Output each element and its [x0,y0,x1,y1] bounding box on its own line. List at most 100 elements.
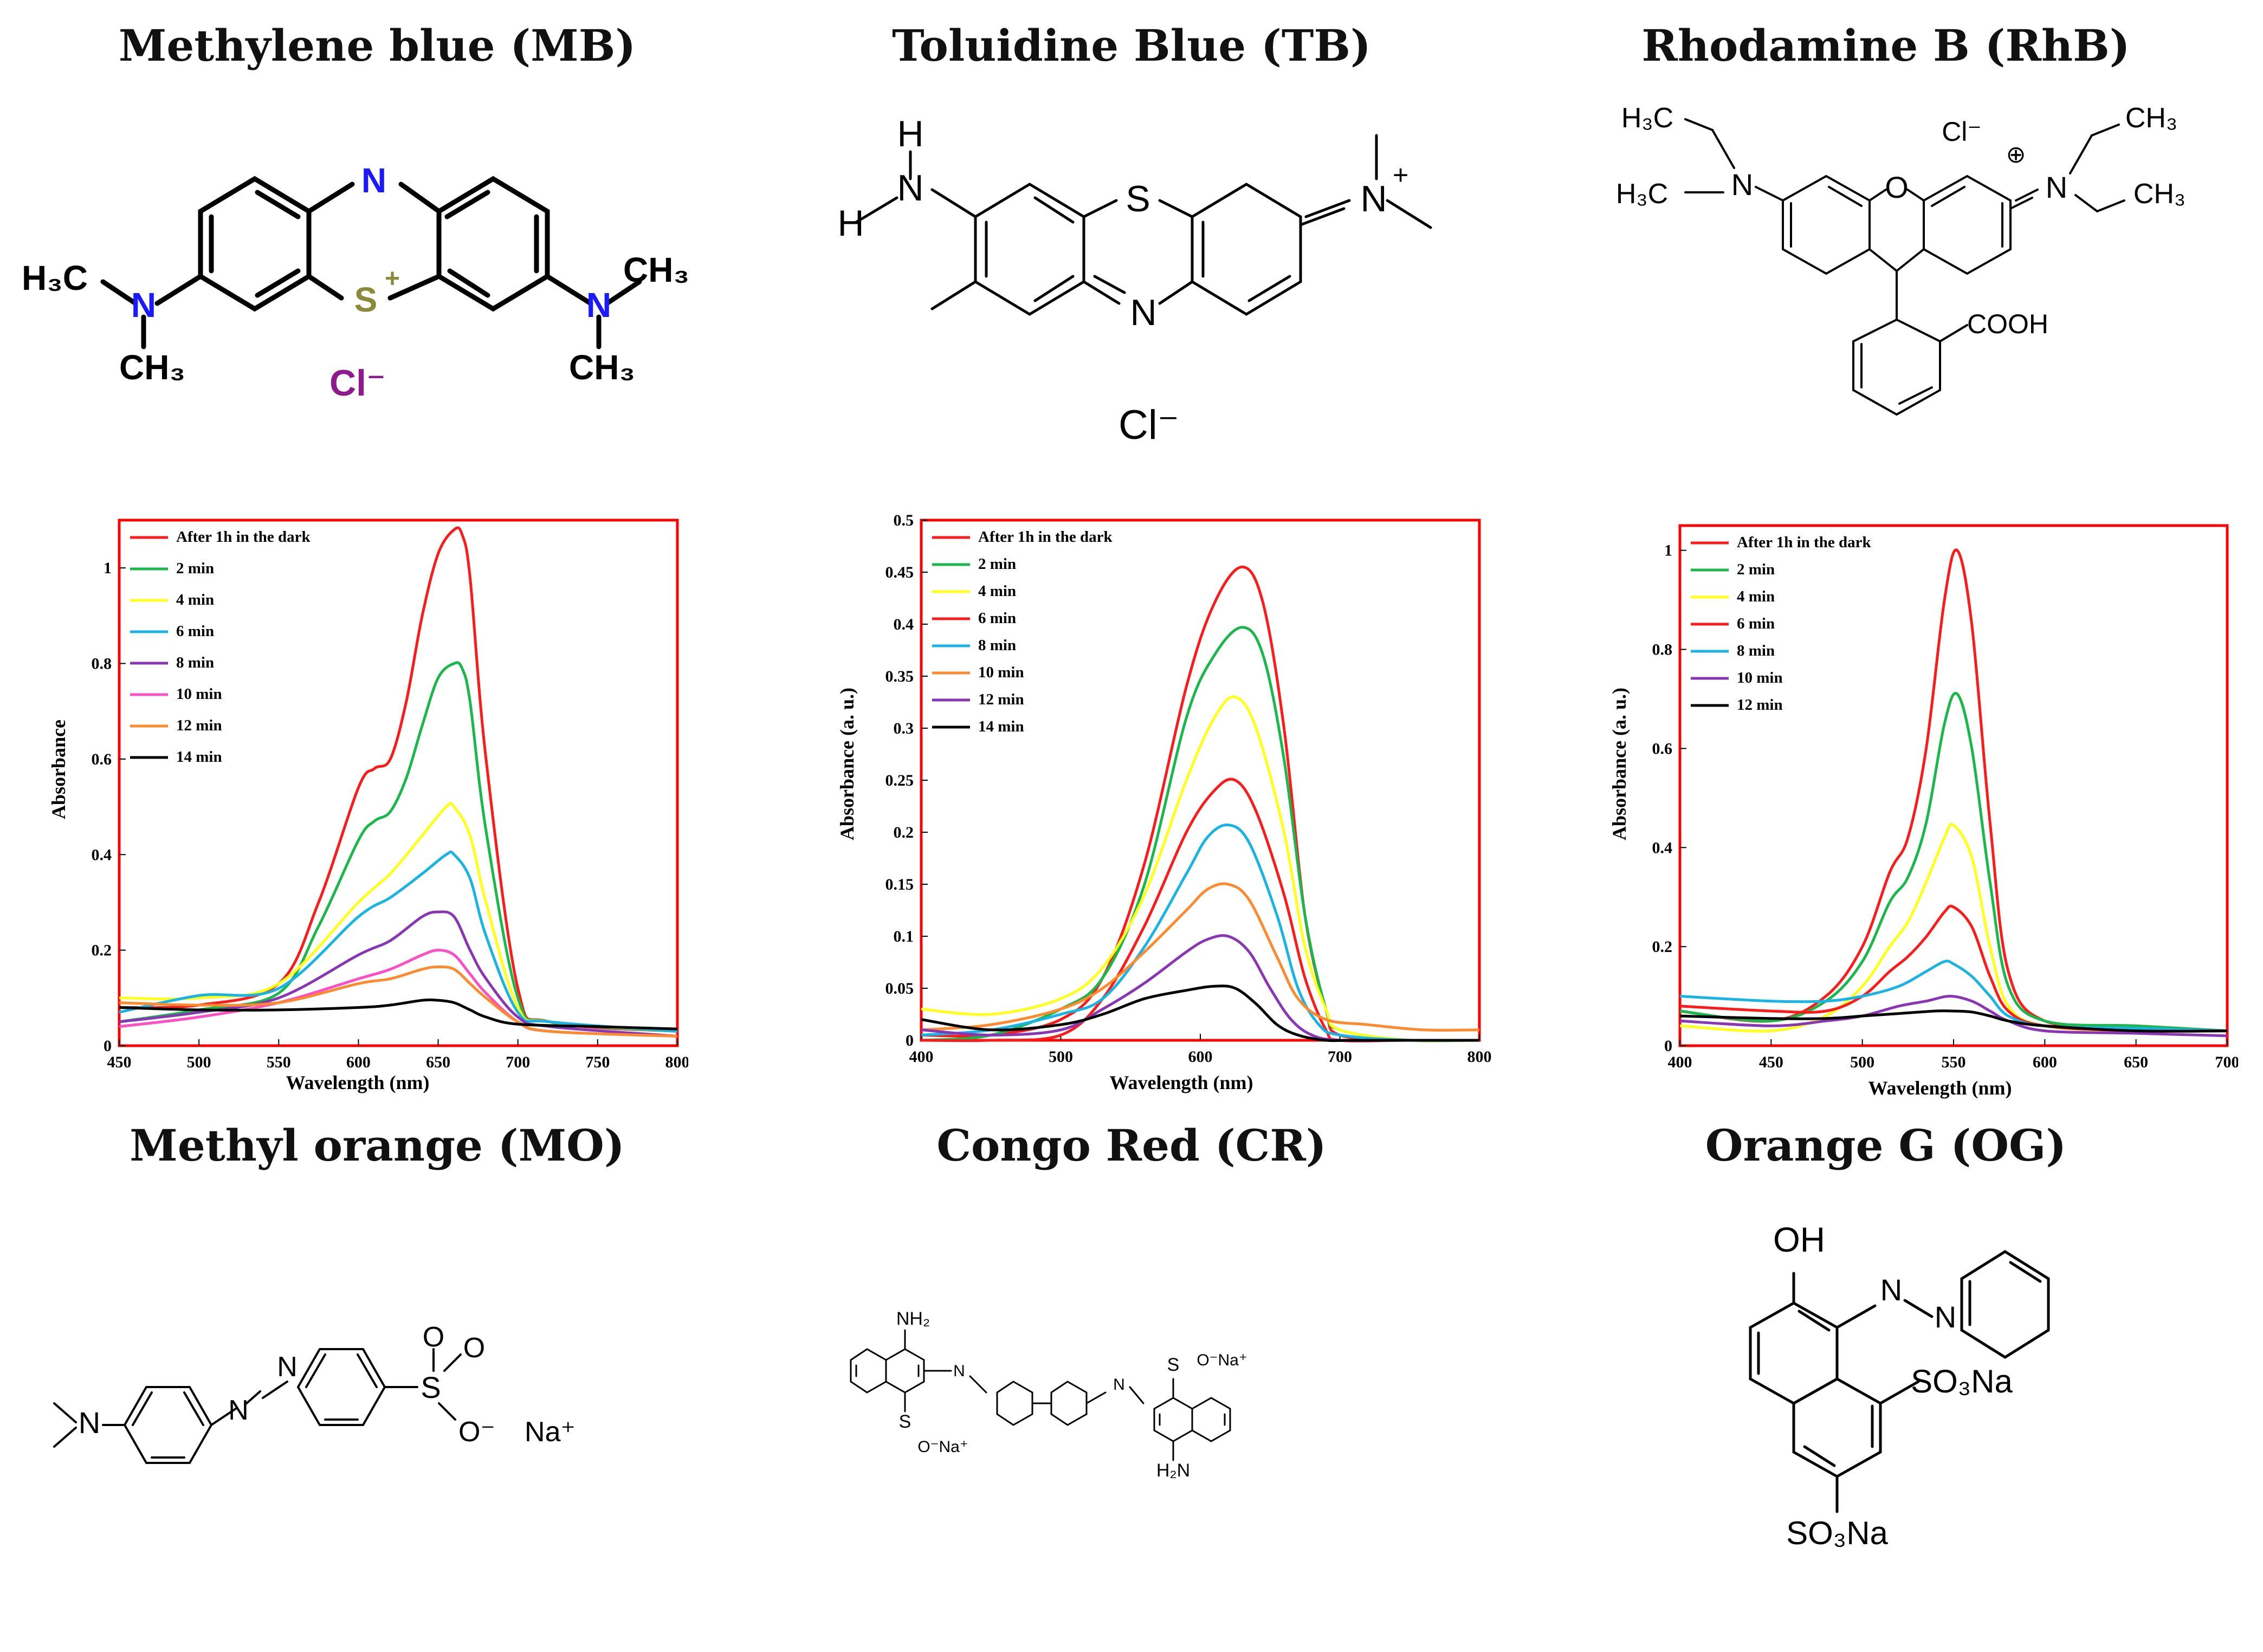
mb-legend-label-0: After 1h in the dark [176,528,311,546]
og-azo-n1: N [1880,1273,1902,1307]
structure-orange-g: OH N N SO₃Na SO₃Na [1749,1220,2050,1551]
rhb-x-tick-label: 500 [1850,1053,1874,1071]
mo-azo-n1: N [228,1395,249,1426]
title-rhodamine-b: Rhodamine B (RhB) [1641,20,2130,71]
title-congo-red: Congo Red (CR) [936,1120,1327,1171]
rhb-x-tick-label: 550 [1942,1053,1966,1071]
rhb-y-tick-label: 0.4 [1652,839,1673,857]
chart-methylene-blue-spectra: Wavelength (nm) Absorbance 450 500 550 600 6… [48,519,689,1093]
og-so3na-2: SO₃Na [1786,1515,1888,1551]
rhb-legend-label-6: 12 min [1737,696,1783,714]
mb-y-tick-label: 0.4 [92,846,112,864]
rhb-series-line-5 [1679,995,2228,1038]
mb-series-line-3 [119,850,678,1033]
tb-x-tick-label: 800 [1467,1048,1492,1066]
mb-y-tick-label: 0.2 [92,942,112,960]
mo-oxygen-1: O [423,1321,444,1353]
mb-x-tick-label: 650 [426,1053,450,1071]
mb-ch3-right-top: CH₃ [623,250,689,289]
rhb-plus: ⊕ [2006,141,2026,168]
tb-plus: + [1393,160,1408,190]
structure-toluidine-blue: S N N + H H N Cl⁻ [837,113,1432,448]
tb-x-tick-label: 400 [909,1048,934,1066]
tb-legend-label-7: 14 min [978,718,1024,735]
mb-series-line-2 [119,802,678,1033]
rhb-series-line-0 [1679,548,2228,1033]
tb-amine-n: N [897,167,923,209]
tb-legend-label-5: 10 min [978,664,1024,681]
rhb-y-axis-title: Absorbance (a. u.) [1608,688,1630,840]
mb-y-tick-label: 1 [104,559,112,577]
mb-y-tick-label: 0 [104,1037,112,1055]
mb-amine-n-right: N [586,286,611,325]
rhb-series-line-3 [1679,904,2228,1033]
rhb-legend-label-2: 4 min [1737,588,1775,605]
mb-legend-label-3: 6 min [176,623,214,640]
tb-x-tick-label: 500 [1049,1048,1073,1066]
mb-x-axis-title: Wavelength (nm) [286,1072,430,1093]
mb-x-tick-label: 700 [506,1053,530,1071]
rhb-n-right: N [2046,170,2067,204]
mb-series-line-5 [119,949,678,1038]
tb-ring-s: S [1126,178,1150,219]
tb-amine-h-left: H [837,203,864,244]
mo-amine-n: N [79,1405,100,1440]
mb-x-tick-label: 750 [585,1053,610,1071]
mb-y-tick-label: 0.6 [92,750,112,768]
tb-y-tick-label: 0.4 [894,616,914,633]
rhb-x-tick-label: 400 [1668,1053,1692,1071]
tb-y-tick-label: 0.5 [894,511,914,529]
title-toluidine-blue: Toluidine Blue (TB) [892,20,1371,71]
mo-sulfur: S [421,1370,441,1404]
mo-azo-n2: N [277,1351,298,1383]
mb-amine-n-left: N [131,286,156,325]
rhb-y-tick-label: 0.6 [1652,740,1673,757]
rhb-series-line-1 [1679,691,2228,1033]
mb-ch3-right-bottom: CH₃ [569,348,635,387]
rhb-cooh: COOH [1967,309,2048,339]
tb-y-tick-label: 0.25 [885,772,914,789]
rhb-x-tick-label: 650 [2124,1053,2148,1071]
mb-counter-ion: Cl⁻ [329,362,386,404]
tb-y-tick-label: 0.05 [885,980,914,997]
mb-plot-frame [118,519,679,1047]
tb-series-line-2 [921,695,1480,1042]
cr-azo-n-right: N [1113,1376,1125,1394]
mb-legend-label-2: 4 min [176,591,214,608]
rhb-y-tick-label: 1 [1664,542,1672,560]
mb-ch3-left: CH₃ [119,348,185,387]
structure-methyl-orange: N N N S O O O⁻ Na⁺ [53,1321,576,1464]
mb-legend-label-6: 12 min [176,717,222,734]
rhb-chloride: Cl⁻ [1942,116,1982,147]
title-methyl-orange: Methyl orange (MO) [130,1120,625,1171]
tb-y-tick-label: 0.3 [894,720,914,737]
mb-y-tick-label: 0.8 [92,655,112,673]
tb-legend-label-1: 2 min [978,555,1016,573]
rhb-ch3-top: CH₃ [2125,102,2177,134]
rhb-x-tick-label: 700 [2215,1053,2239,1071]
tb-y-tick-label: 0.2 [894,824,914,841]
mb-x-tick-label: 450 [107,1053,132,1071]
mb-y-axis-title: Absorbance [48,720,69,819]
structure-rhodamine-b: O H₃C H₃C N N ⊕ Cl⁻ CH₃ CH₃ COOH [1616,102,2186,416]
rhb-legend-label-0: After 1h in the dark [1737,534,1871,551]
og-so3na-1: SO₃Na [1911,1363,2013,1400]
mb-legend-label-4: 8 min [176,654,214,671]
tb-series-line-3 [921,778,1479,1042]
rhb-y-tick-label: 0.8 [1652,641,1673,659]
og-azo-n2: N [1935,1300,1956,1334]
tb-series-line-1 [921,626,1480,1042]
rhb-legend-label-4: 8 min [1737,642,1775,659]
tb-legend-label-4: 8 min [978,637,1016,654]
cr-nh2-bottom: H₂N [1156,1460,1190,1481]
mb-h3c-left: H₃C [22,258,88,297]
rhb-y-tick-label: 0 [1664,1037,1672,1055]
cr-azo-n-left: N [953,1362,965,1380]
rhb-ch3-right: CH₃ [2133,178,2186,210]
mb-x-tick-label: 800 [665,1053,689,1071]
tb-y-tick-label: 0.35 [885,668,914,685]
rhb-h3c-top: H₃C [1621,102,1673,134]
cr-sulfur-right: S [1167,1355,1180,1375]
tb-nplus: N [1360,178,1387,219]
tb-legend-label-0: After 1h in the dark [978,528,1113,546]
